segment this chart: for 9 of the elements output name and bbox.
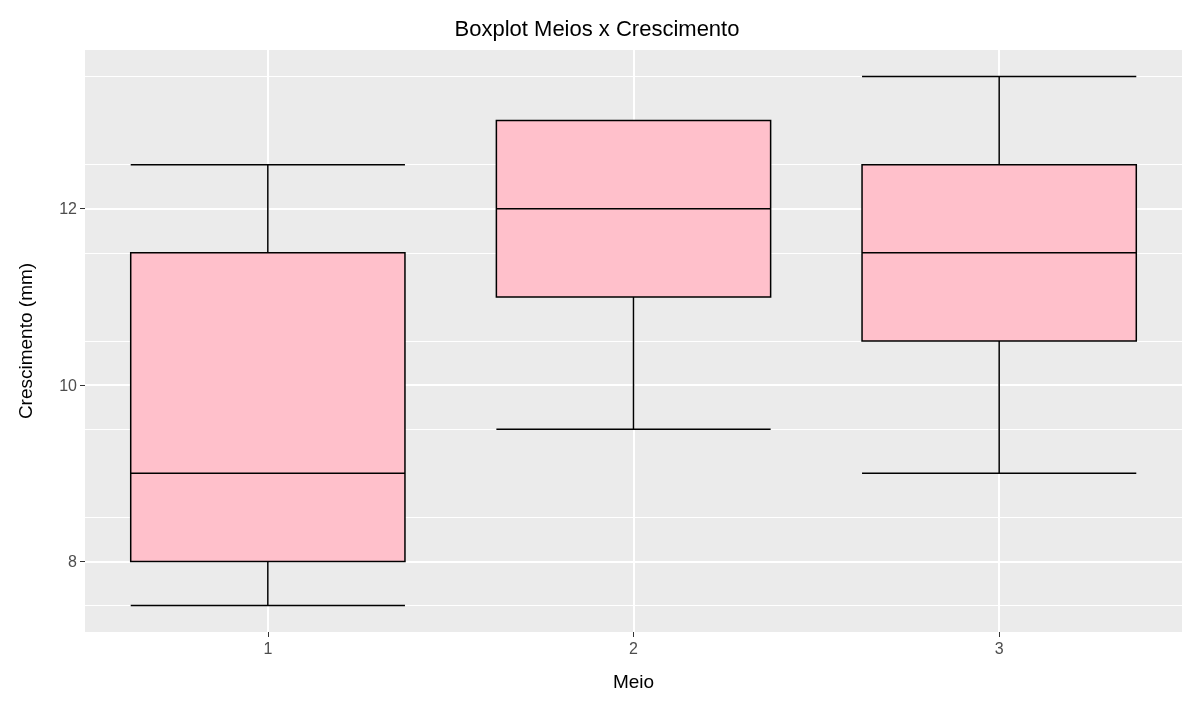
y-axis-title: Crescimento (mm)	[15, 262, 36, 420]
x-tick-label: 2	[629, 639, 639, 657]
x-axis-title: Meio	[612, 671, 655, 692]
chart-title: Boxplot Meios x Crescimento	[454, 15, 740, 41]
y-tick-label: 8	[68, 552, 78, 570]
y-tick-label: 12	[59, 200, 78, 218]
x-tick-label: 1	[263, 639, 273, 657]
x-tick-label: 3	[994, 639, 1004, 657]
y-tick-label: 10	[59, 376, 78, 394]
